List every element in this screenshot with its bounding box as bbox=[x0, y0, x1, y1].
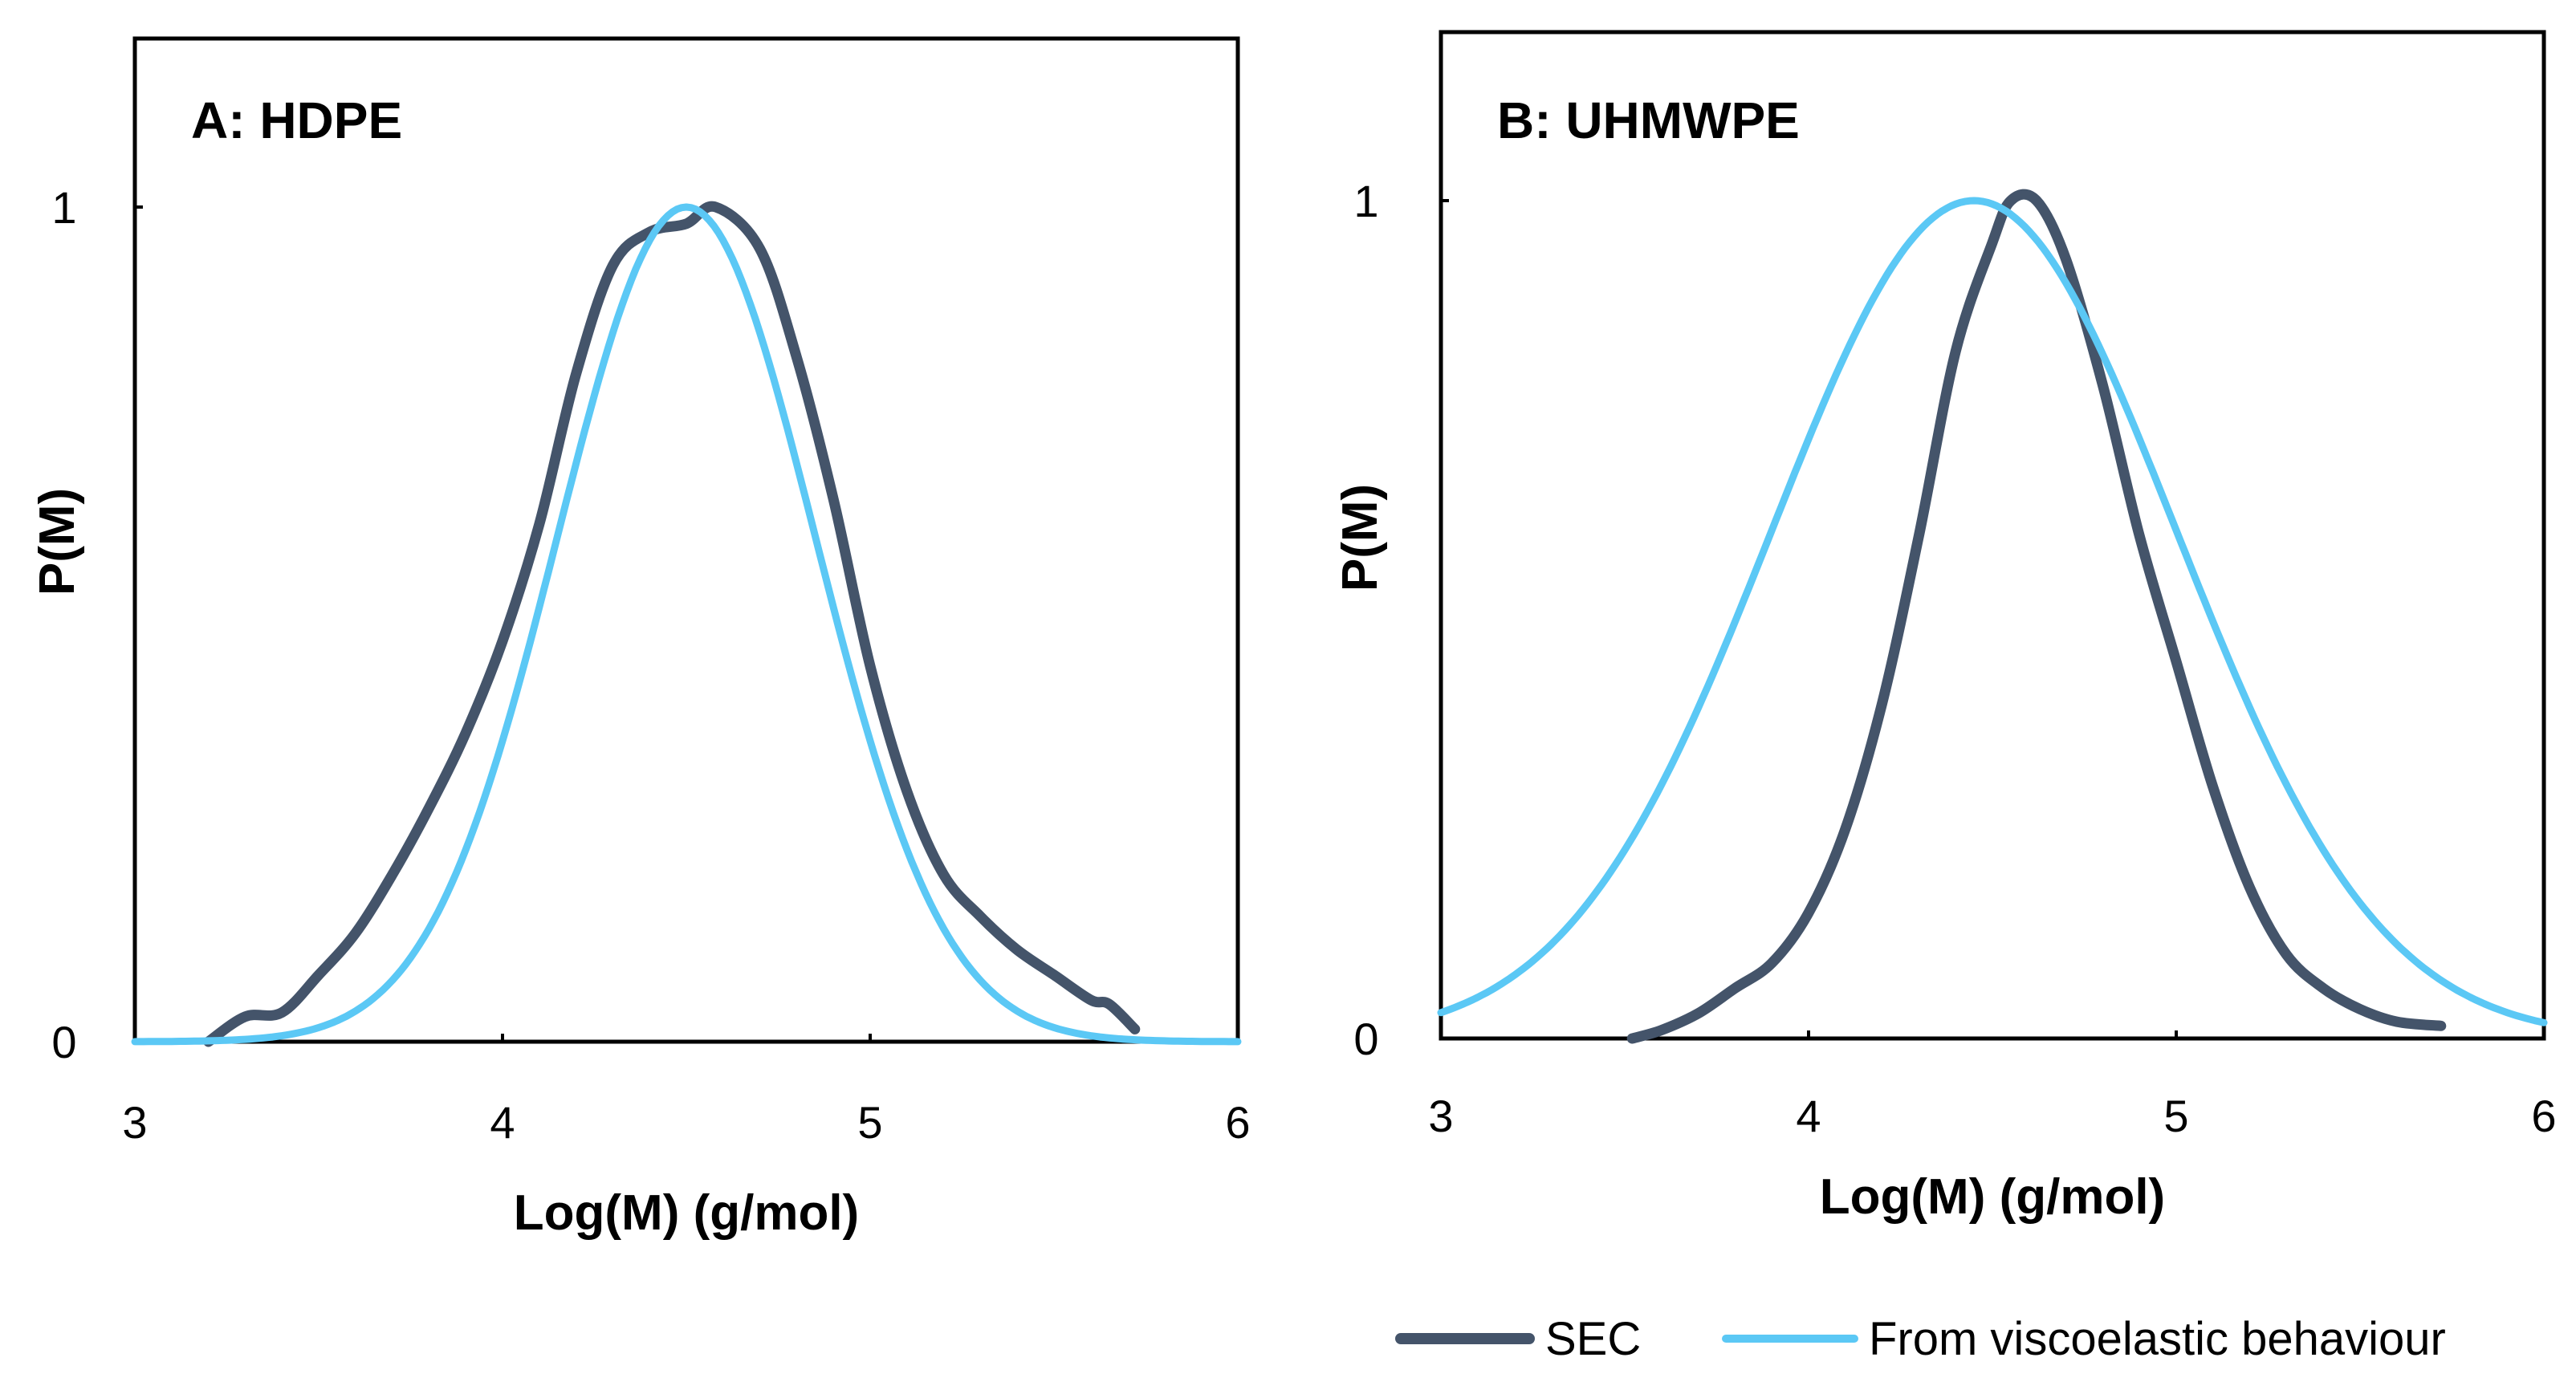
x-tick-label: 4 bbox=[490, 1097, 515, 1148]
x-tick-label: 6 bbox=[2531, 1091, 2556, 1141]
x-axis-title: Log(M) (g/mol) bbox=[514, 1185, 859, 1241]
y-tick-label: 1 bbox=[51, 182, 76, 233]
y-axis-title: P(M) bbox=[1333, 484, 1388, 591]
x-tick-label: 3 bbox=[1428, 1091, 1453, 1141]
x-tick-label: 6 bbox=[1225, 1097, 1250, 1148]
series-line-sec bbox=[203, 201, 1141, 1047]
y-tick-label: 0 bbox=[51, 1017, 76, 1067]
series-line-viscoelastic bbox=[1437, 197, 2548, 1026]
series-line-viscoelastic bbox=[131, 203, 1242, 1046]
legend: SEC From viscoelastic behaviour bbox=[1395, 1313, 2446, 1365]
x-tick-label: 4 bbox=[1796, 1091, 1821, 1141]
x-tick-label: 5 bbox=[2163, 1091, 2188, 1141]
legend-label-visco: From viscoelastic behaviour bbox=[1869, 1313, 2446, 1365]
panel-a: A: HDPE Log(M) (g/mol) P(M) 3 4 5 6 0 1 bbox=[30, 36, 1251, 1241]
tick-group: 3 4 5 6 0 1 bbox=[1353, 176, 2556, 1141]
y-axis-title: P(M) bbox=[30, 488, 85, 595]
series-group bbox=[1437, 189, 2548, 1044]
y-tick-label: 0 bbox=[1353, 1014, 1378, 1064]
panel-b: B: UHMWPE Log(M) (g/mol) P(M) 3 4 5 6 0 1 bbox=[1333, 30, 2557, 1225]
x-tick-label: 5 bbox=[857, 1097, 882, 1148]
series-line-sec bbox=[1626, 189, 2447, 1044]
legend-label-sec: SEC bbox=[1545, 1313, 1641, 1365]
panel-title: A: HDPE bbox=[191, 91, 402, 149]
tick-group: 3 4 5 6 0 1 bbox=[51, 182, 1250, 1148]
plot-frame bbox=[132, 36, 1240, 1044]
panel-title: B: UHMWPE bbox=[1497, 91, 1800, 149]
plot-frame bbox=[1439, 30, 2546, 1041]
y-tick-label: 1 bbox=[1353, 176, 1378, 226]
x-tick-label: 3 bbox=[122, 1097, 147, 1148]
x-axis-title: Log(M) (g/mol) bbox=[1820, 1169, 2165, 1225]
series-group bbox=[131, 201, 1242, 1047]
